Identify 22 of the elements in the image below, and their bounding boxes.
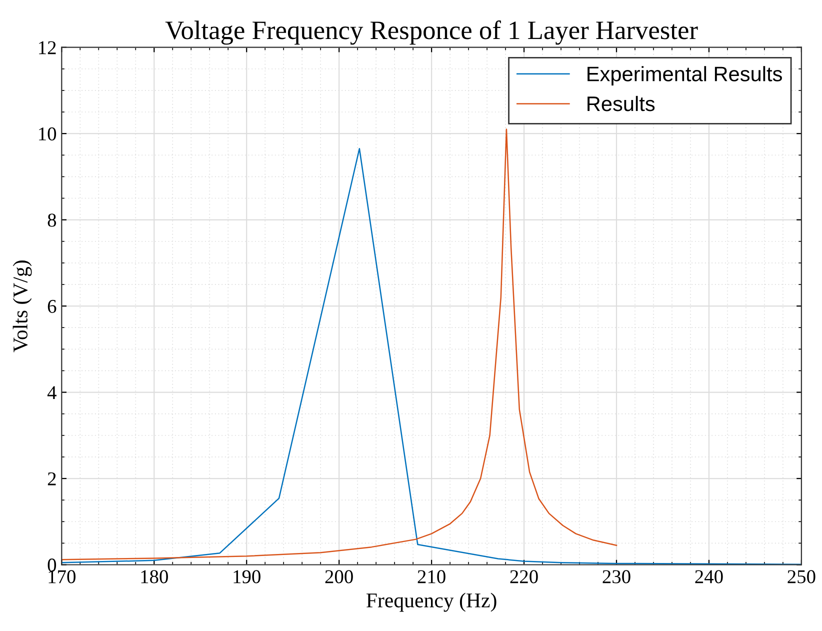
x-tick-label: 220 bbox=[510, 570, 538, 584]
y-axis-title: Volts (V/g) bbox=[12, 260, 32, 352]
legend-label: Results bbox=[588, 96, 655, 112]
x-tick-label: 250 bbox=[788, 570, 816, 584]
x-tick-label: 230 bbox=[602, 570, 630, 584]
x-tick-label: 190 bbox=[234, 570, 260, 584]
legend-label: Experimental Results bbox=[588, 66, 782, 86]
y-tick-label: 6 bbox=[48, 300, 56, 313]
x-tick-label: 240 bbox=[695, 570, 723, 584]
y-tick-label: 10 bbox=[39, 127, 56, 140]
x-axis-title: Frequency (Hz) bbox=[366, 592, 496, 612]
x-tick-label: 210 bbox=[418, 570, 446, 584]
y-tick-label: 12 bbox=[39, 41, 56, 54]
y-tick-label: 4 bbox=[47, 386, 56, 400]
chart-title: Voltage Frequency Responce of 1 Layer Harvester bbox=[165, 20, 698, 45]
y-tick-label: 2 bbox=[48, 472, 56, 486]
x-tick-label: 200 bbox=[325, 570, 353, 584]
y-tick-label: 8 bbox=[48, 214, 56, 227]
y-tick-label: 0 bbox=[48, 558, 56, 572]
line-series bbox=[62, 128, 618, 560]
x-tick-label: 170 bbox=[48, 570, 76, 584]
x-tick-label: 180 bbox=[141, 570, 168, 584]
